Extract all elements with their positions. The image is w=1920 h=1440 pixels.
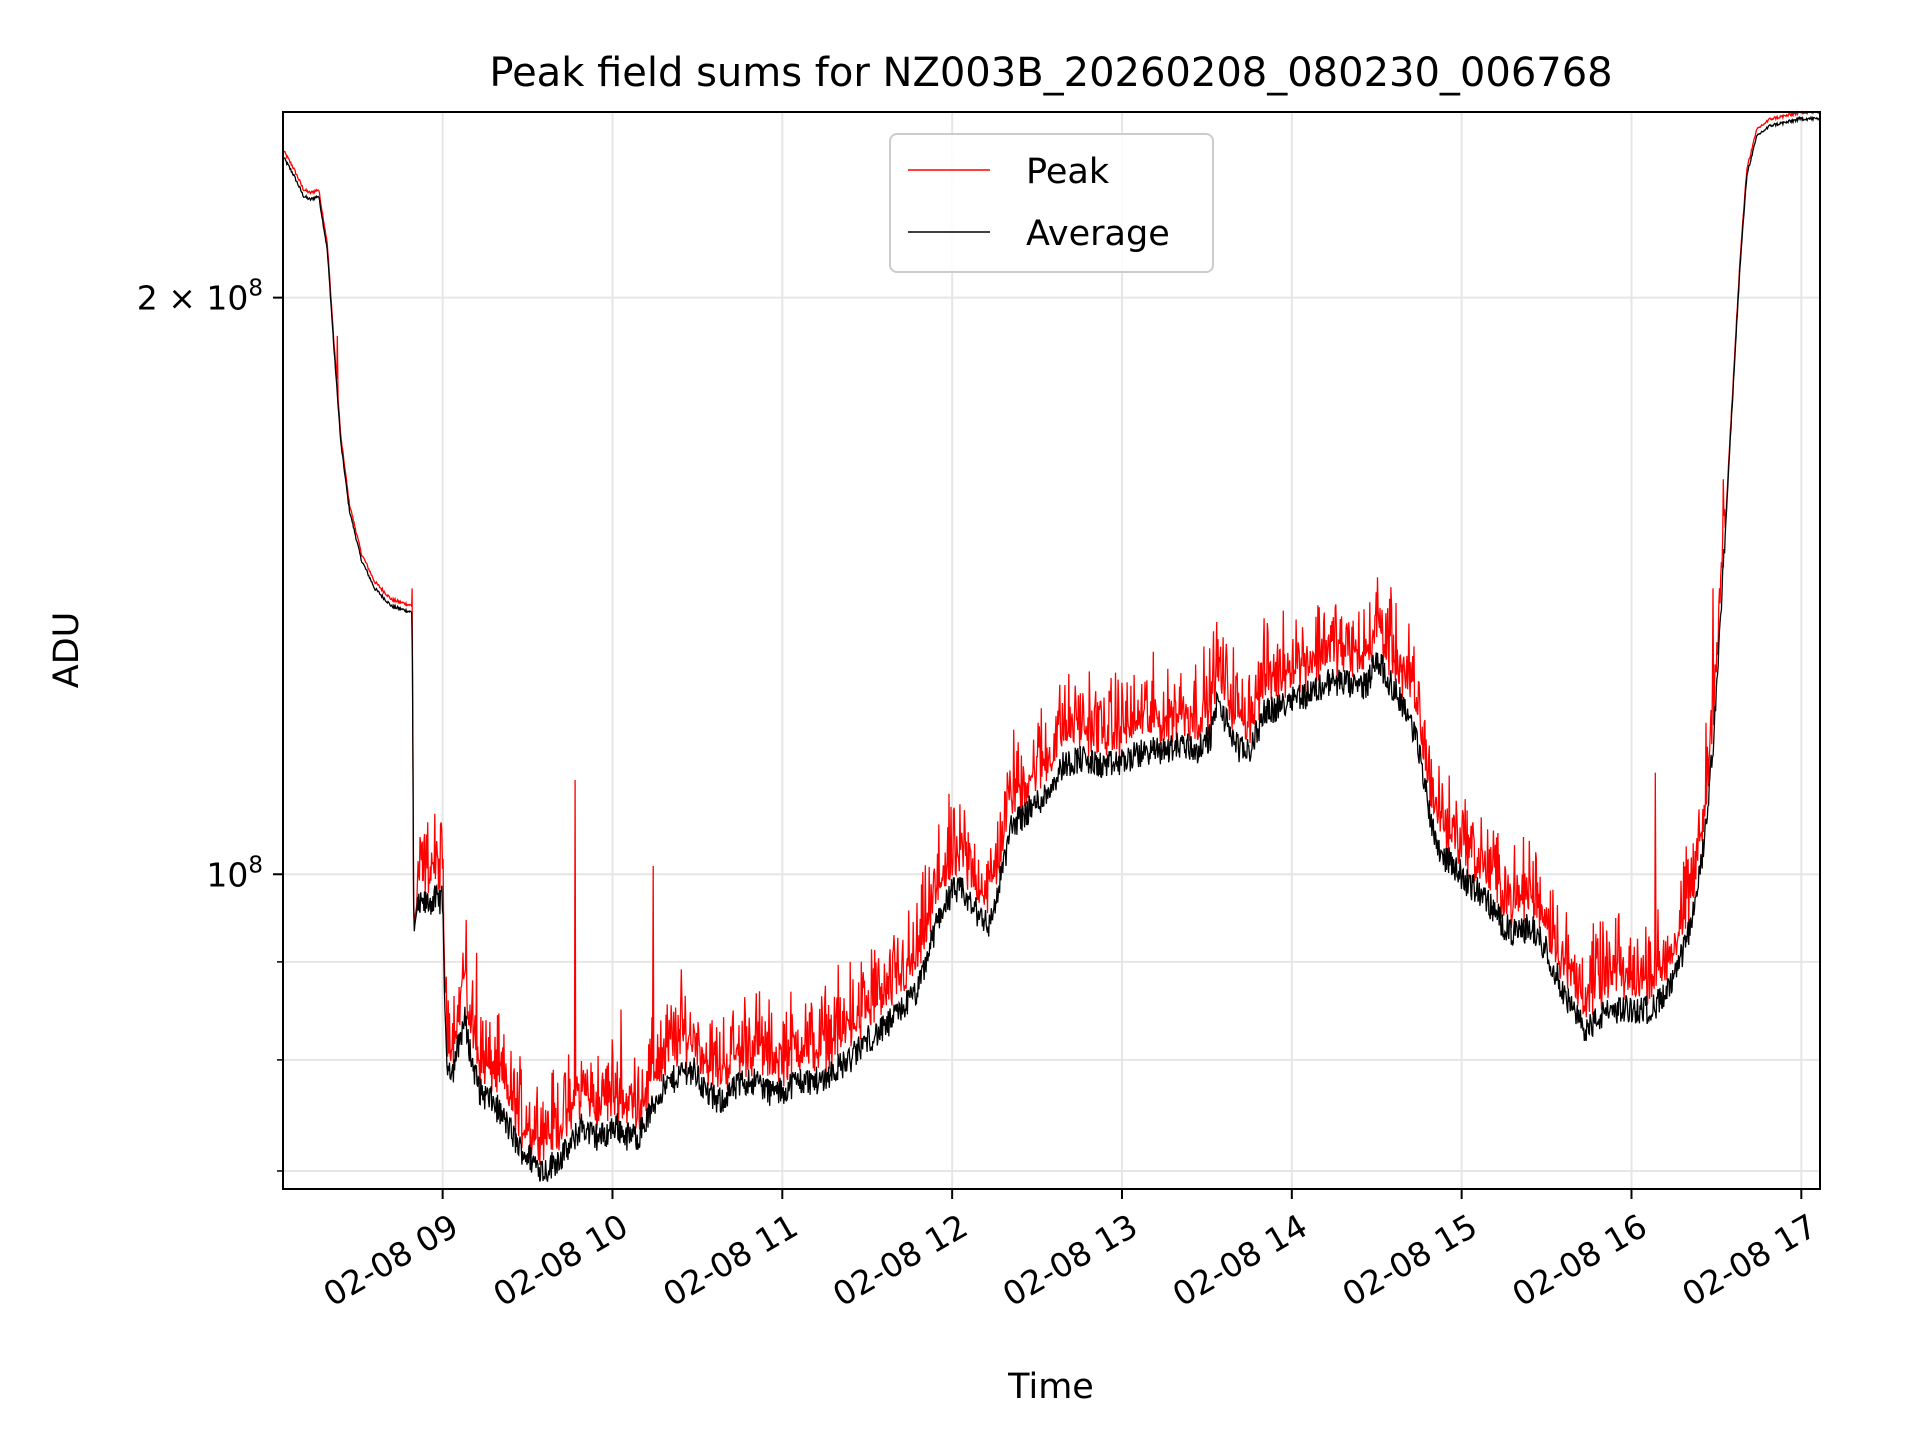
average-series-line	[282, 115, 1821, 1182]
chart-title: Peak field sums for NZ003B_20260208_0802…	[489, 50, 1612, 96]
y-axis: 108 2 × 108	[137, 276, 283, 1172]
x-axis-label: Time	[1007, 1367, 1094, 1407]
grid-lines	[283, 112, 1820, 1189]
y-tick-label: 108	[206, 852, 263, 894]
legend: Peak Average	[889, 133, 1214, 273]
legend-box	[889, 133, 1214, 273]
plot-series	[282, 110, 1821, 1182]
legend-average-label: Average	[1026, 214, 1170, 254]
y-axis-label: ADU	[47, 612, 87, 689]
peak-series-line	[282, 110, 1821, 1166]
plot-frame	[282, 111, 1821, 1190]
legend-peak-label: Peak	[1026, 152, 1110, 192]
y-tick-label: 2 × 108	[137, 276, 263, 318]
